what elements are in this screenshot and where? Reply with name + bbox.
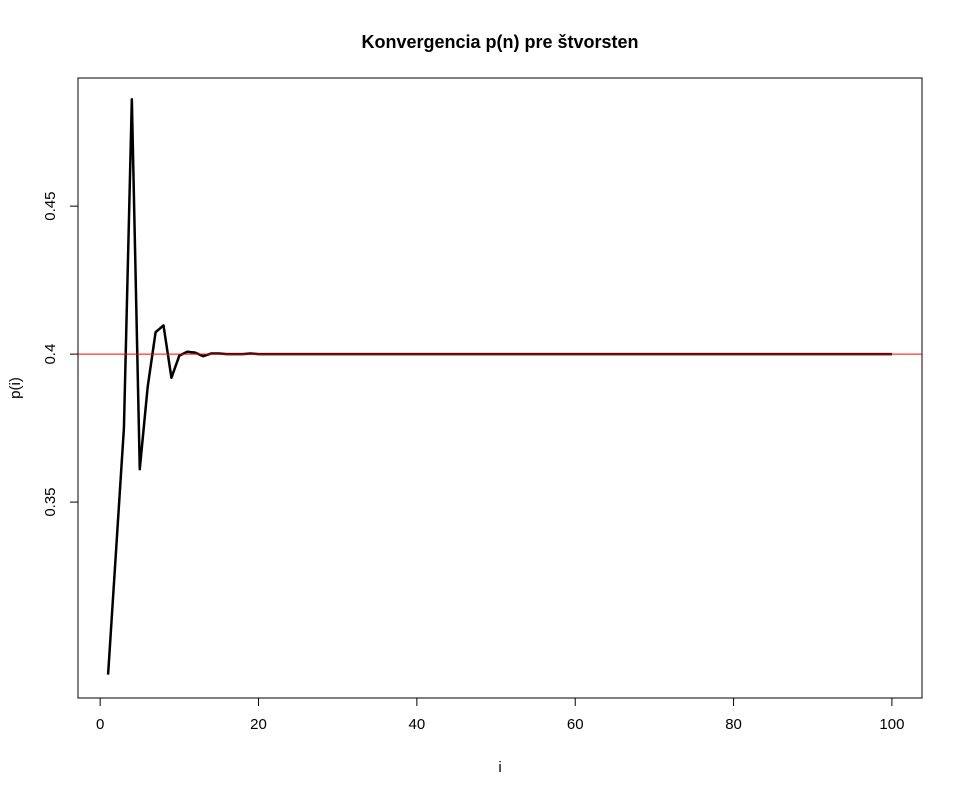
x-tick-label: 100 bbox=[879, 716, 904, 733]
x-axis: 0 20 40 60 80 100 bbox=[96, 697, 904, 733]
x-tick-label: 60 bbox=[567, 716, 584, 733]
x-tick-label: 0 bbox=[96, 716, 104, 733]
x-tick-label: 80 bbox=[725, 716, 742, 733]
y-axis: 0.35 0.4 0.45 bbox=[42, 192, 79, 517]
series-group bbox=[106, 98, 892, 675]
x-tick-label: 40 bbox=[409, 716, 426, 733]
x-axis-label: i bbox=[498, 759, 501, 776]
plot-area-frame bbox=[77, 77, 923, 699]
x-tick-label: 20 bbox=[250, 716, 267, 733]
chart-title: Konvergencia p(n) pre štvorsten bbox=[361, 32, 638, 52]
y-tick-label: 0.4 bbox=[42, 344, 59, 365]
y-axis-label: p(i) bbox=[7, 377, 24, 399]
series-line bbox=[106, 98, 892, 675]
y-tick-label: 0.35 bbox=[42, 487, 59, 516]
y-tick-label: 0.45 bbox=[42, 192, 59, 221]
